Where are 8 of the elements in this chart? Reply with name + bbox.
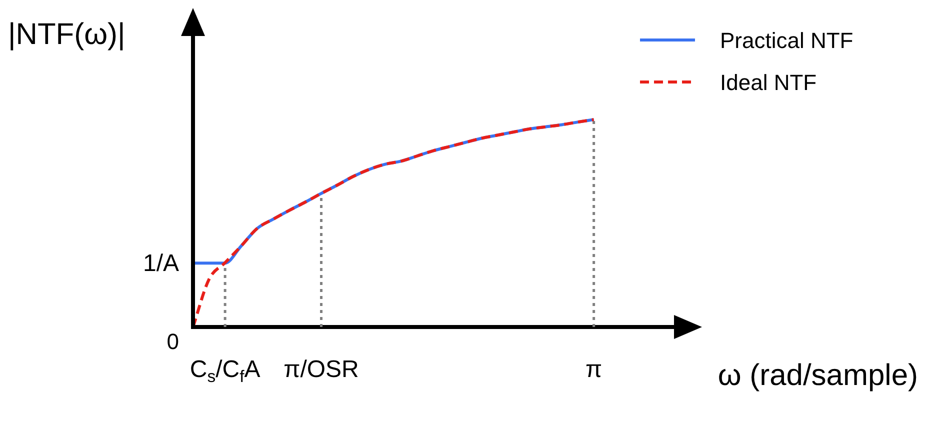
x-tick-label: π <box>586 356 602 383</box>
y-axis-title: |NTF(ω)| <box>8 18 126 51</box>
x-tick-label: π/OSR <box>284 356 359 383</box>
legend-label: Ideal NTF <box>720 70 817 95</box>
text: 1/A <box>142 250 180 278</box>
legend-label: Practical NTF <box>720 28 854 53</box>
x-axis-title: ω (rad/sample) <box>718 359 918 392</box>
text: 0 <box>166 329 180 354</box>
